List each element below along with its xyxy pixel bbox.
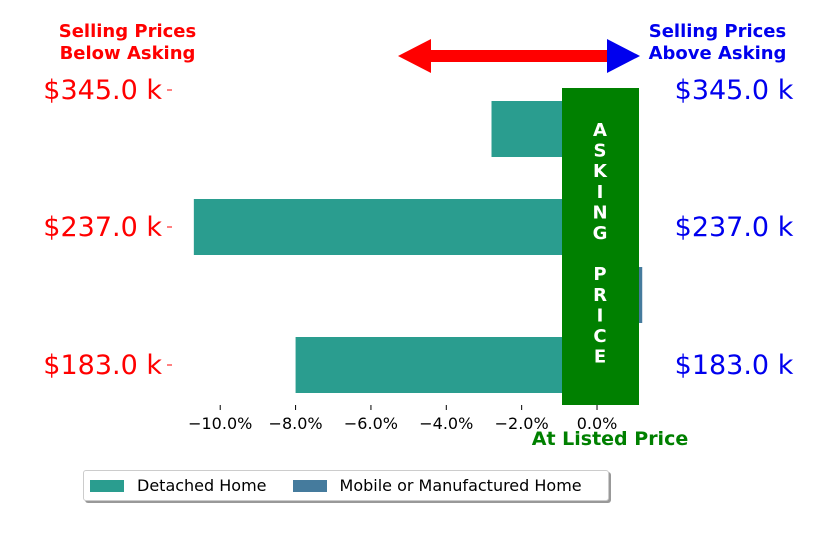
legend-item-mobile: Mobile or Manufactured Home <box>292 476 582 495</box>
x-tick-label: −6.0% <box>344 414 398 433</box>
arrow-right-head <box>607 39 640 73</box>
legend-label-mobile: Mobile or Manufactured Home <box>339 476 582 495</box>
left-category-label: $237.0 k <box>43 212 162 243</box>
asking-letter: E <box>594 347 606 368</box>
left-category-label: $345.0 k <box>43 75 162 106</box>
legend-swatch-detached <box>90 479 124 492</box>
asking-letter: C <box>593 326 606 347</box>
asking-letter: N <box>592 202 607 223</box>
legend-swatch-mobile <box>292 479 327 492</box>
below-asking-line2: Below Asking <box>59 43 196 64</box>
right-category-label: $183.0 k <box>675 350 794 381</box>
bars-group <box>193 101 643 393</box>
below-asking-line1: Selling Prices <box>58 21 197 42</box>
x-tick-label: 0.0% <box>577 414 618 433</box>
asking-letter: R <box>593 285 607 306</box>
above-asking-line2: Above Asking <box>648 43 787 64</box>
x-tick-label: −8.0% <box>269 414 323 433</box>
asking-letter: I <box>597 305 604 326</box>
asking-letter: A <box>593 120 607 141</box>
below-asking-header: Selling Prices Below Asking <box>40 21 215 65</box>
bar-detached-2 <box>295 337 598 393</box>
asking-letter: G <box>593 223 608 244</box>
x-tick-label: −2.0% <box>495 414 549 433</box>
chart-legend: Detached Home Mobile or Manufactured Hom… <box>83 470 609 501</box>
asking-letter: K <box>593 161 608 182</box>
above-asking-line1: Selling Prices <box>648 21 787 42</box>
asking-letter: P <box>593 264 606 285</box>
right-category-label: $237.0 k <box>675 212 794 243</box>
asking-letter: I <box>597 182 604 203</box>
asking-price-rect <box>562 88 639 405</box>
left-category-label: $183.0 k <box>43 350 162 381</box>
arrow-left-head <box>398 39 431 73</box>
asking-letter: S <box>594 141 607 162</box>
x-tick-label: −10.0% <box>188 414 252 433</box>
arrow-left-shaft <box>430 50 610 62</box>
double-arrow <box>398 39 640 73</box>
legend-label-detached: Detached Home <box>137 476 267 495</box>
bar-detached-1 <box>193 199 598 255</box>
left-category-labels: $345.0 k $237.0 k $183.0 k <box>43 75 172 381</box>
legend-item-detached: Detached Home <box>90 476 267 495</box>
right-category-label: $345.0 k <box>675 75 794 106</box>
at-listed-price-label: At Listed Price <box>532 428 688 450</box>
above-asking-header: Selling Prices Above Asking <box>630 21 805 65</box>
x-tick-label: −4.0% <box>419 414 473 433</box>
x-axis-ticks: −10.0% −8.0% −6.0% −4.0% −2.0% 0.0% <box>188 405 617 433</box>
right-category-labels: $345.0 k $237.0 k $183.0 k <box>675 75 794 381</box>
